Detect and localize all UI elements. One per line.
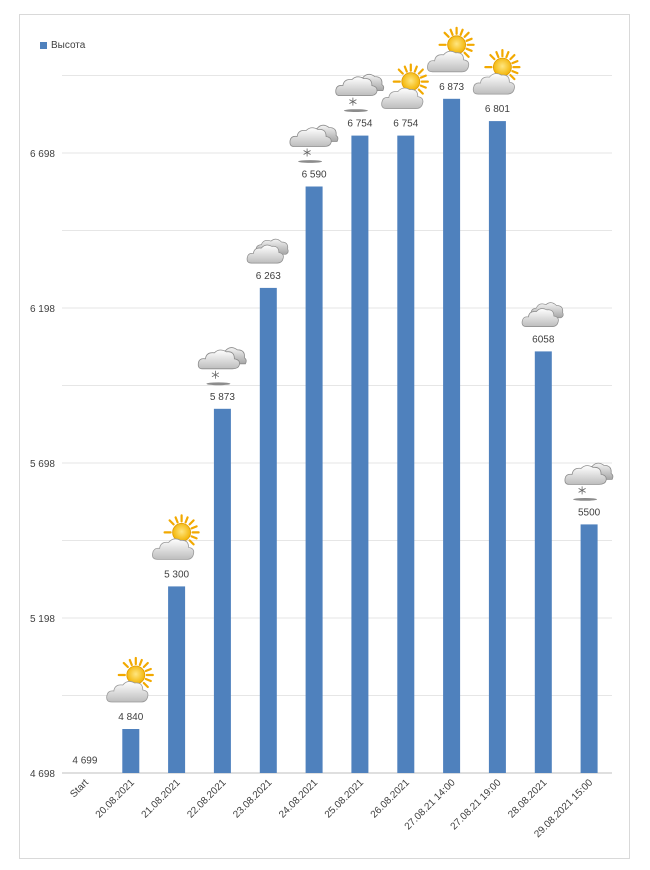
y-tick-label: 5 698 [30, 459, 55, 470]
bar [534, 351, 552, 773]
data-label: 6 590 [302, 170, 327, 181]
clouds-icon [246, 238, 289, 264]
sun-cloud-icon [151, 514, 200, 561]
sun-cloud-icon [426, 26, 475, 73]
sun-cloud-icon [105, 656, 154, 704]
legend: Высота [40, 40, 85, 51]
data-label: 6 801 [485, 104, 510, 115]
x-tick-label: Start [68, 777, 91, 800]
snow-cloud-icon [564, 462, 614, 502]
data-label: 4 840 [118, 712, 143, 723]
bar [305, 186, 323, 773]
y-tick-label: 5 198 [30, 614, 55, 625]
bar [580, 524, 598, 773]
bar [397, 135, 415, 774]
snow-cloud-icon [197, 347, 247, 386]
data-label: 6 754 [393, 119, 418, 130]
bar [488, 121, 506, 774]
legend-swatch [40, 42, 47, 49]
data-label: 6 263 [256, 271, 281, 282]
x-tick-label: 28.08.2021 [506, 777, 549, 820]
sun-cloud-icon [472, 48, 521, 96]
x-tick-label: 22.08.2021 [185, 777, 228, 820]
x-tick-label: 23.08.2021 [231, 777, 274, 820]
bar [122, 729, 140, 773]
data-label: 5 873 [210, 392, 235, 403]
legend-label: Высота [51, 40, 86, 51]
snow-cloud-icon [289, 124, 339, 164]
data-label: 4 699 [72, 756, 97, 767]
snow-cloud-icon [335, 73, 385, 113]
data-label: 6058 [532, 334, 555, 345]
data-label: 5500 [578, 507, 601, 518]
bar [213, 408, 231, 774]
sun-cloud-icon [380, 63, 429, 110]
chart-frame [19, 14, 630, 859]
bar [351, 135, 369, 774]
x-tick-label: 26.08.2021 [369, 777, 412, 820]
clouds-icon [521, 302, 564, 327]
y-tick-label: 6 198 [30, 304, 55, 315]
y-tick-label: 6 698 [30, 149, 55, 160]
x-tick-label: 24.08.2021 [277, 777, 320, 820]
data-label: 6 873 [439, 82, 464, 93]
bar [443, 98, 461, 774]
bar [259, 287, 277, 773]
x-tick-label: 21.08.2021 [140, 777, 183, 820]
data-label: 6 754 [347, 119, 372, 130]
x-tick-label: 20.08.2021 [94, 777, 137, 820]
bar [168, 586, 186, 773]
x-tick-label: 25.08.2021 [323, 777, 366, 820]
y-tick-label: 4 698 [30, 769, 55, 780]
data-label: 5 300 [164, 569, 189, 580]
